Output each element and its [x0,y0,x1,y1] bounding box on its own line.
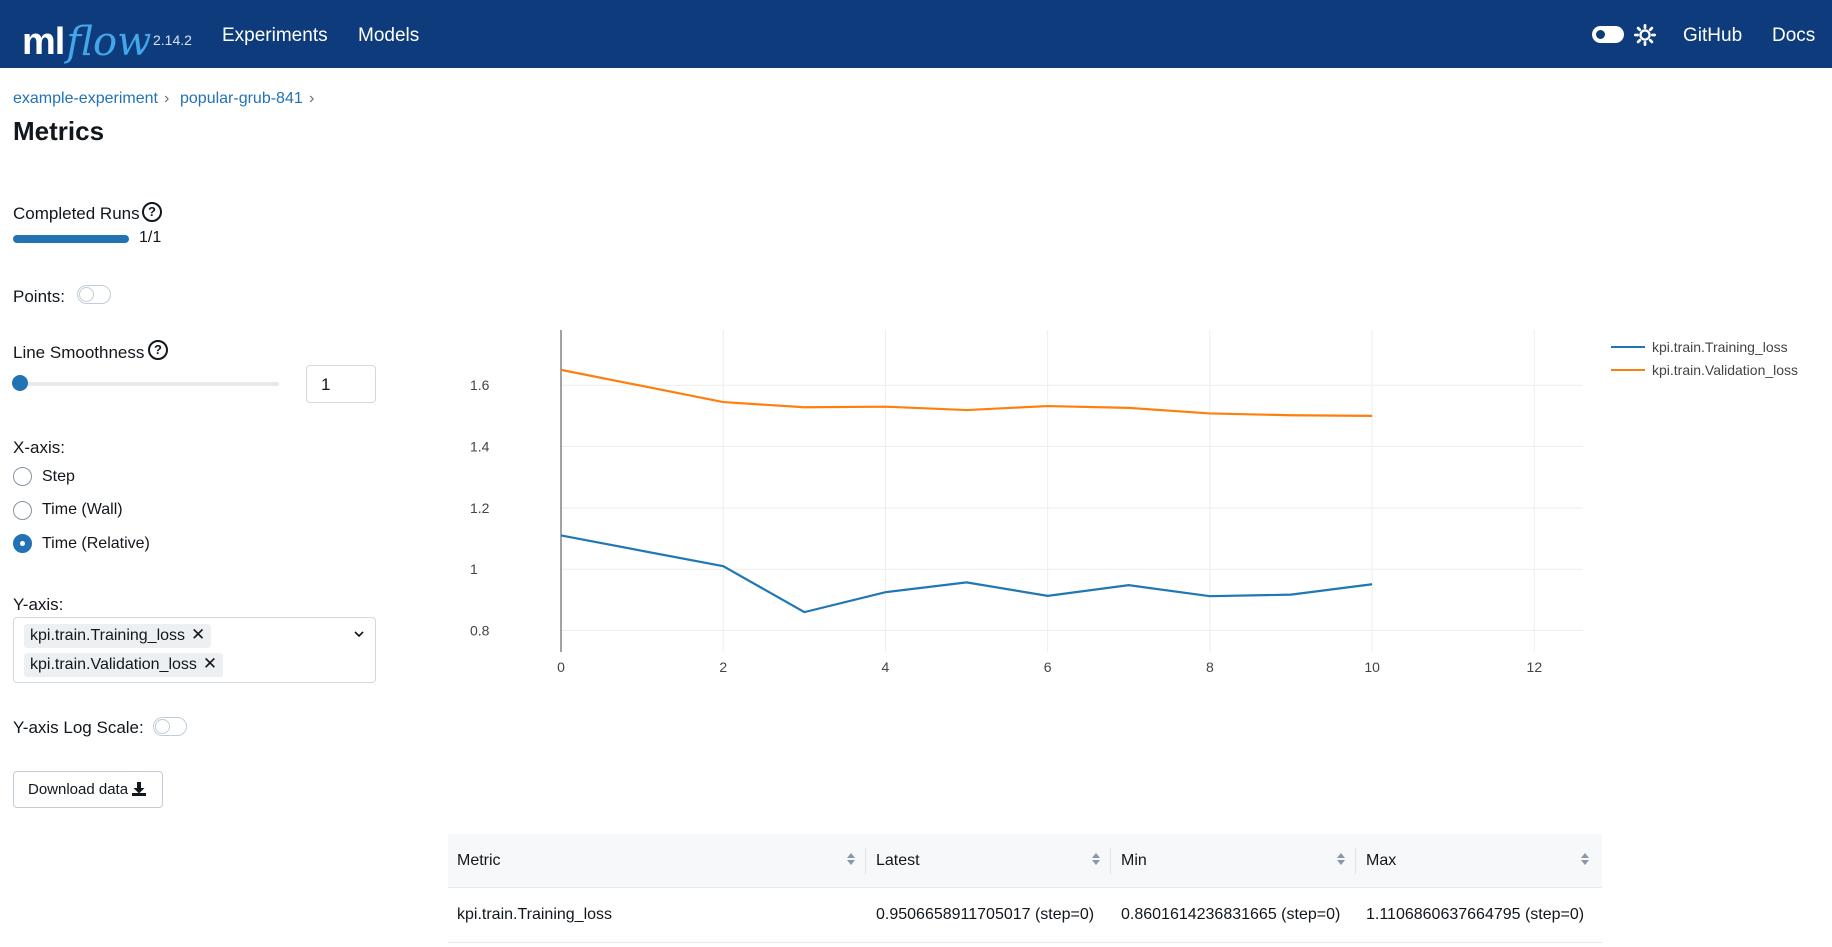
xaxis-radio-wall[interactable] [13,501,32,520]
smoothness-label: Line Smoothness [13,343,145,362]
dark-mode-toggle-knob [1594,28,1607,41]
y-tick-label: 1.4 [470,439,490,455]
points-toggle-knob [79,287,94,302]
sort-icon[interactable] [846,850,856,868]
column-header-max[interactable]: Max [1366,852,1397,869]
xaxis-label: X-axis: [13,438,65,457]
column-header-min[interactable]: Min [1121,852,1147,869]
nav-experiments[interactable]: Experiments [222,25,328,46]
yaxis-tag-label: kpi.train.Validation_loss [30,656,197,673]
xaxis-option-wall[interactable]: Time (Wall) [42,501,123,518]
chevron-down-icon[interactable] [352,627,366,641]
smoothness-slider[interactable] [19,382,279,386]
column-divider [1355,848,1356,874]
metrics-chart[interactable]: 0 2 4 6 8 10 12 0.8 1 1.2 1.4 1.6 [440,320,1832,680]
yaxis-tag-training: kpi.train.Training_loss ✕ [24,624,212,648]
breadcrumb-run[interactable]: popular-grub-841 [180,90,303,107]
y-tick-label: 1.6 [470,377,490,393]
points-label: Points: [13,287,65,306]
sort-icon[interactable] [1580,850,1590,868]
series-line-0 [560,534,1373,614]
version-label: 2.14.2 [153,32,192,48]
download-icon [132,782,146,796]
close-icon[interactable]: ✕ [202,654,218,673]
table-cell-max: 1.1106860637664795 (step=0) [1366,906,1585,923]
table-cell-latest: 0.9506658911705017 (step=0) [876,906,1095,923]
logo-ml-text: ml [22,21,65,63]
smoothness-slider-handle[interactable] [12,375,28,391]
completed-runs-count: 1/1 [139,229,162,246]
nav-models[interactable]: Models [358,25,420,46]
x-tick-label: 2 [719,659,727,675]
table-cell-min: 0.8601614236831665 (step=0) [1121,906,1341,923]
column-header-metric[interactable]: Metric [457,852,501,869]
y-tick-label: 1 [470,561,478,577]
x-tick-label: 0 [557,659,565,675]
yaxis-tag-validation: kpi.train.Validation_loss ✕ [24,653,224,677]
legend-item-validation[interactable]: kpi.train.Validation_loss [1652,362,1799,378]
legend-swatch-training [1611,346,1645,348]
xaxis-radio-step[interactable] [13,467,32,486]
x-tick-label: 6 [1044,659,1052,675]
column-header-latest[interactable]: Latest [876,852,920,869]
x-tick-label: 10 [1364,659,1380,675]
x-tick-label: 12 [1527,659,1543,675]
completed-runs-progress-fill [13,235,129,243]
xaxis-option-relative[interactable]: Time (Relative) [42,535,150,552]
ylog-toggle-knob [155,719,170,734]
docs-link[interactable]: Docs [1772,25,1816,46]
ylog-label: Y-axis Log Scale: [13,718,144,737]
page-title: Metrics [13,116,105,146]
sun-icon [1634,24,1656,46]
sort-icon[interactable] [1336,850,1346,868]
xaxis-option-step[interactable]: Step [42,468,75,485]
table-row-divider [448,942,1602,943]
y-tick-label: 1.2 [470,500,490,516]
download-data-label: Download data [28,781,129,798]
sort-icon[interactable] [1091,850,1101,868]
smoothness-input[interactable]: 1 [306,365,376,403]
y-tick-label: 0.8 [470,623,490,639]
x-tick-label: 8 [1206,659,1214,675]
help-icon[interactable]: ? [142,202,162,222]
top-navbar: ml flow 2.14.2 Experiments Models GitHub… [0,0,1832,68]
column-divider [1110,848,1111,874]
legend-item-training[interactable]: kpi.train.Training_loss [1652,339,1788,355]
breadcrumb-separator-icon: › [309,90,315,107]
table-cell-metric: kpi.train.Training_loss [457,906,613,923]
yaxis-select[interactable]: kpi.train.Training_loss ✕ kpi.train.Valid… [13,617,376,683]
xaxis-radio-relative[interactable] [13,534,32,553]
breadcrumb-separator-icon: › [164,90,170,107]
legend-swatch-validation [1611,369,1645,371]
yaxis-tag-label: kpi.train.Training_loss [30,627,186,644]
download-data-button[interactable]: Download data [13,771,163,808]
table-header: Metric Latest Min Max [448,834,1602,888]
logo-flow-text: flow [66,19,152,65]
github-link[interactable]: GitHub [1683,25,1743,46]
column-divider [865,848,866,874]
close-icon[interactable]: ✕ [191,625,206,644]
breadcrumb-experiment[interactable]: example-experiment [13,90,158,107]
mlflow-logo[interactable]: ml flow [22,6,151,62]
yaxis-label: Y-axis: [13,595,64,614]
completed-runs-label: Completed Runs [13,204,140,223]
x-tick-label: 4 [882,659,890,675]
help-icon[interactable]: ? [148,340,168,360]
series-line-1 [560,368,1373,417]
